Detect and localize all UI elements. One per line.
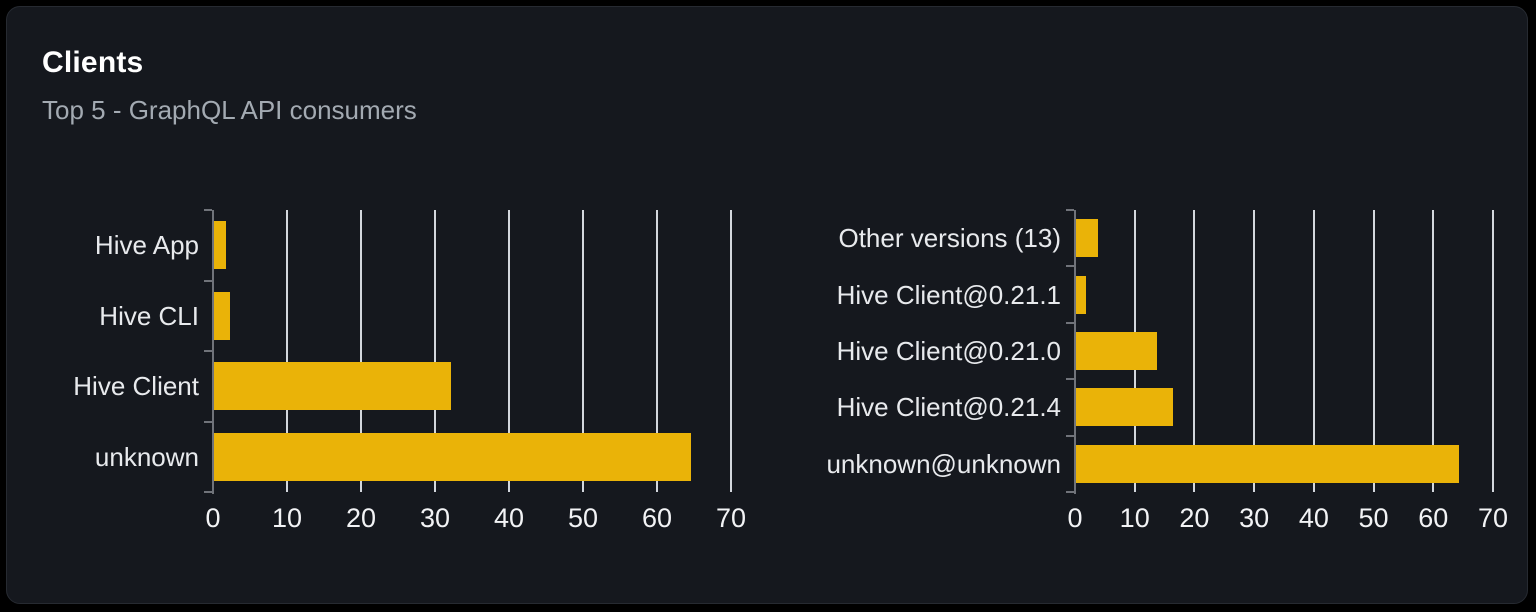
x-tick-label: 60: [1418, 503, 1449, 533]
gridline-30: [434, 210, 436, 492]
y-axis-tick: [1066, 434, 1074, 437]
x-tick-label: 10: [271, 503, 303, 533]
x-tick-label: 20: [345, 503, 377, 533]
gridline-30: [1253, 210, 1256, 492]
category-label: Hive Client: [73, 371, 199, 402]
gridline-60: [1432, 210, 1435, 492]
x-tick-label: 20: [1179, 503, 1210, 533]
gridline-10: [286, 210, 288, 492]
gridline-20: [360, 210, 362, 492]
category-label: unknown@unknown: [826, 448, 1061, 479]
x-tick-label: 50: [1358, 503, 1389, 533]
bar[interactable]: [1076, 388, 1174, 427]
y-axis-tick: [1066, 209, 1074, 211]
gridline-70: [730, 210, 732, 492]
category-label: Hive Client@0.21.1: [836, 279, 1061, 310]
category-label: Other versions (13): [838, 223, 1061, 254]
category-label: Hive Client@0.21.0: [836, 336, 1061, 366]
y-axis-tick: [1066, 378, 1074, 381]
x-tick-label: 30: [419, 503, 451, 533]
bar[interactable]: [1076, 332, 1158, 370]
y-axis-tick: [204, 491, 212, 493]
x-tick-label: 10: [1119, 503, 1150, 533]
y-axis-tick: [204, 350, 212, 352]
bar[interactable]: [214, 432, 691, 481]
y-axis-tick: [204, 420, 212, 423]
bar[interactable]: [214, 221, 226, 270]
x-tick-label: 0: [205, 503, 221, 533]
clients-card: [6, 6, 1528, 604]
x-tick-label: 40: [1298, 503, 1329, 533]
gridline-60: [656, 210, 658, 492]
x-tick-label: 50: [567, 503, 599, 533]
y-axis-line: [212, 210, 214, 494]
gridline-40: [1312, 210, 1315, 492]
gridline-50: [582, 210, 584, 492]
x-tick-label: 70: [715, 503, 747, 533]
x-tick-label: 70: [1477, 503, 1509, 533]
category-label: Hive CLI: [99, 300, 199, 331]
category-label: Hive App: [94, 230, 199, 261]
y-axis-tick: [1066, 491, 1074, 493]
y-axis-tick: [1066, 265, 1074, 268]
x-tick-label: 40: [493, 503, 525, 533]
bar[interactable]: [1076, 219, 1099, 258]
y-axis-tick: [204, 279, 212, 282]
y-axis-tick: [204, 209, 212, 211]
y-axis-line: [1074, 210, 1076, 494]
gridline-70: [1492, 210, 1494, 492]
gridline-50: [1372, 210, 1375, 492]
bar[interactable]: [214, 291, 231, 340]
x-tick-label: 60: [641, 503, 673, 533]
gridline-40: [508, 210, 510, 492]
category-label: unknown: [94, 441, 199, 472]
bar[interactable]: [1076, 275, 1087, 314]
y-axis-tick: [1066, 321, 1074, 324]
card-title: Clients: [42, 46, 144, 79]
category-label: Hive Client@0.21.4: [836, 392, 1061, 423]
bar[interactable]: [214, 362, 451, 411]
x-tick-label: 30: [1239, 503, 1270, 533]
card-subtitle: Top 5 - GraphQL API consumers: [42, 95, 417, 125]
gridline-20: [1193, 210, 1196, 492]
bar[interactable]: [1076, 444, 1460, 483]
x-tick-label: 0: [1067, 503, 1083, 533]
